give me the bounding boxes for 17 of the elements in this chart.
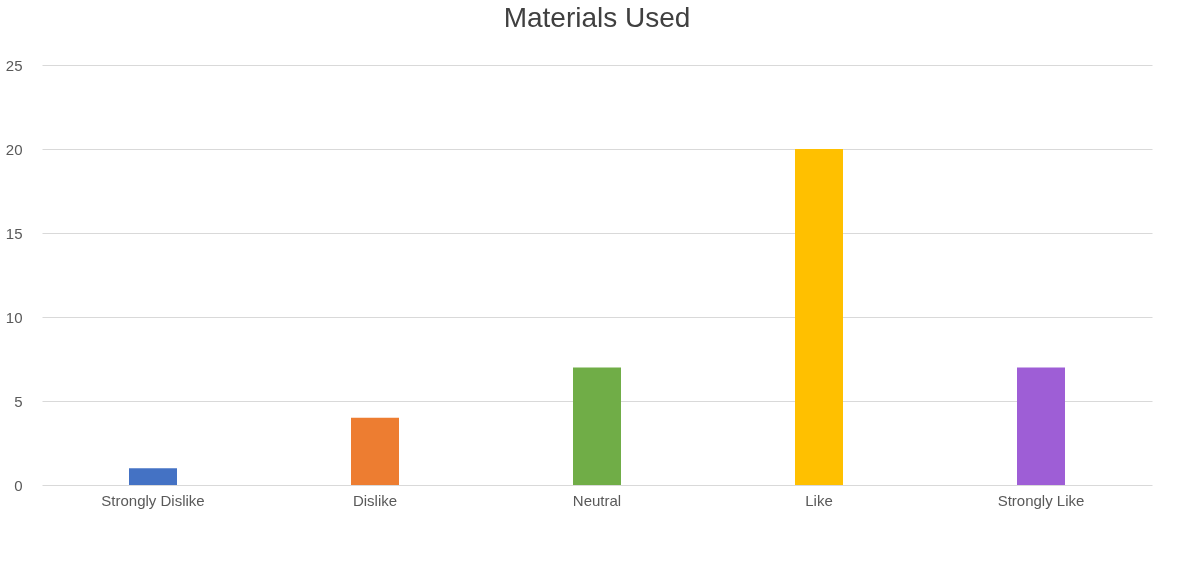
x-tick-label: Like (805, 491, 833, 509)
x-tick-label: Strongly Dislike (101, 491, 205, 509)
y-tick-label: 15 (5, 224, 23, 242)
x-tick-label: Strongly Like (997, 491, 1085, 509)
y-tick-label: 0 (14, 476, 23, 494)
bar (351, 417, 399, 485)
y-tick-label: 25 (5, 56, 23, 74)
bar (573, 367, 621, 485)
bar (129, 468, 177, 485)
x-tick-label: Neutral (572, 491, 622, 509)
chart-title: Materials Used (503, 2, 691, 33)
x-tick-label: Dislike (352, 491, 398, 509)
y-tick-label: 20 (5, 140, 23, 158)
bar (795, 149, 843, 485)
bar (1017, 367, 1065, 485)
y-tick-label: 10 (5, 308, 23, 326)
y-tick-label: 5 (14, 392, 23, 410)
